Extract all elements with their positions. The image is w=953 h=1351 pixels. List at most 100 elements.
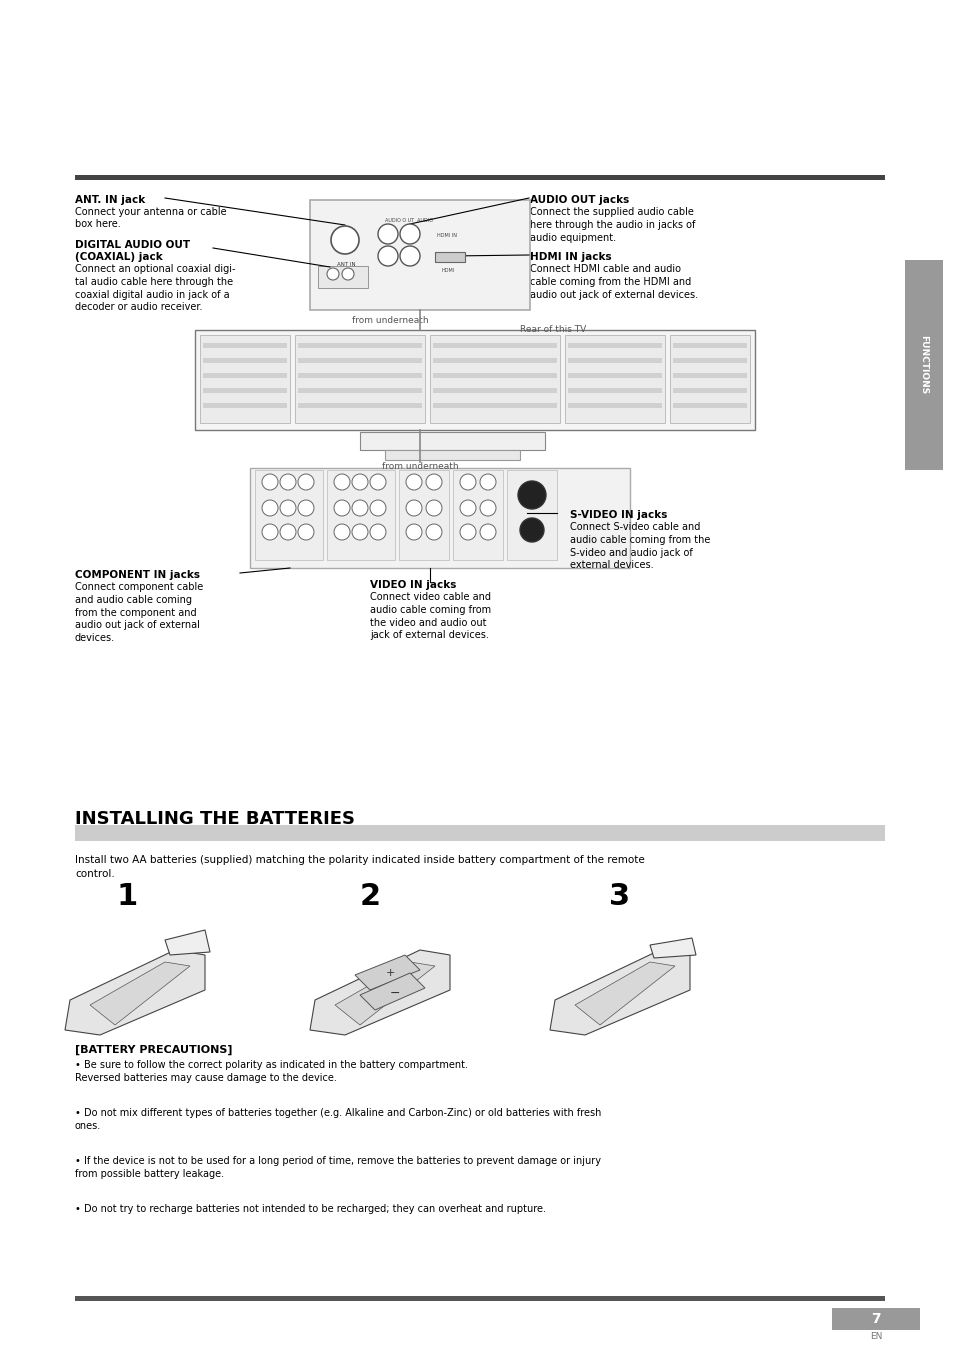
Text: Connect your antenna or cable
box here.: Connect your antenna or cable box here. xyxy=(75,207,227,230)
Bar xyxy=(250,467,629,567)
Circle shape xyxy=(331,226,358,254)
Bar xyxy=(567,358,661,363)
Text: 1: 1 xyxy=(116,882,137,911)
Circle shape xyxy=(479,524,496,540)
Bar xyxy=(672,403,746,408)
Text: COMPONENT2: COMPONENT2 xyxy=(272,554,306,559)
Bar xyxy=(297,373,421,378)
Circle shape xyxy=(352,500,368,516)
Circle shape xyxy=(370,524,386,540)
Text: 7: 7 xyxy=(870,1312,880,1325)
Circle shape xyxy=(341,267,354,280)
Bar xyxy=(327,470,395,561)
Circle shape xyxy=(297,474,314,490)
Bar xyxy=(203,373,287,378)
Circle shape xyxy=(280,500,295,516)
Circle shape xyxy=(406,500,421,516)
Text: • Do not mix different types of batteries together (e.g. Alkaline and Carbon-Zin: • Do not mix different types of batterie… xyxy=(75,1108,600,1131)
Text: [BATTERY PRECAUTIONS]: [BATTERY PRECAUTIONS] xyxy=(75,1046,233,1055)
Bar xyxy=(194,330,754,430)
Circle shape xyxy=(297,500,314,516)
Text: COMPONENT IN jacks: COMPONENT IN jacks xyxy=(75,570,200,580)
Bar xyxy=(672,388,746,393)
Circle shape xyxy=(297,524,314,540)
Text: Connect video cable and
audio cable coming from
the video and audio out
jack of : Connect video cable and audio cable comi… xyxy=(370,592,491,640)
Circle shape xyxy=(334,524,350,540)
Text: EN: EN xyxy=(869,1332,882,1342)
Bar xyxy=(398,470,449,561)
Circle shape xyxy=(334,474,350,490)
Bar xyxy=(200,335,290,423)
Bar xyxy=(672,373,746,378)
Bar xyxy=(297,388,421,393)
Circle shape xyxy=(459,524,476,540)
Circle shape xyxy=(370,474,386,490)
Bar xyxy=(672,358,746,363)
Polygon shape xyxy=(90,962,190,1025)
Text: DIGITAL AUDIO OUT
(COAXIAL) jack: DIGITAL AUDIO OUT (COAXIAL) jack xyxy=(75,240,190,262)
Bar xyxy=(385,450,519,459)
Bar xyxy=(567,343,661,349)
Bar xyxy=(75,825,884,842)
Circle shape xyxy=(352,524,368,540)
Circle shape xyxy=(262,500,277,516)
Circle shape xyxy=(280,524,295,540)
Circle shape xyxy=(280,474,295,490)
Bar xyxy=(430,335,559,423)
Text: Connect component cable
and audio cable coming
from the component and
audio out : Connect component cable and audio cable … xyxy=(75,582,203,643)
Text: • Be sure to follow the correct polarity as indicated in the battery compartment: • Be sure to follow the correct polarity… xyxy=(75,1061,468,1084)
Circle shape xyxy=(377,224,397,245)
Bar xyxy=(672,343,746,349)
Polygon shape xyxy=(649,938,696,958)
Text: 3: 3 xyxy=(609,882,630,911)
Text: VIDEO1: VIDEO1 xyxy=(468,554,487,559)
Text: FUNCTIONS: FUNCTIONS xyxy=(919,335,927,394)
Circle shape xyxy=(459,474,476,490)
Text: AUDIO O UT  AUDIO: AUDIO O UT AUDIO xyxy=(385,218,433,223)
Text: −: − xyxy=(390,986,400,1000)
Text: S-VIDEO2: S-VIDEO2 xyxy=(519,554,543,559)
Circle shape xyxy=(459,500,476,516)
Text: ANT. IN jack: ANT. IN jack xyxy=(75,195,145,205)
Polygon shape xyxy=(165,929,210,955)
Circle shape xyxy=(406,524,421,540)
Circle shape xyxy=(370,500,386,516)
Bar xyxy=(567,373,661,378)
Polygon shape xyxy=(335,962,435,1025)
Bar xyxy=(254,470,323,561)
Polygon shape xyxy=(359,973,424,1011)
Bar xyxy=(669,335,749,423)
Bar xyxy=(433,343,557,349)
Text: ANT IN: ANT IN xyxy=(336,262,355,267)
Text: Connect S-video cable and
audio cable coming from the
S-video and audio jack of
: Connect S-video cable and audio cable co… xyxy=(569,521,710,570)
Text: from underneath: from underneath xyxy=(352,316,428,326)
Bar xyxy=(203,403,287,408)
Circle shape xyxy=(519,517,543,542)
Text: S-VIDEO IN jacks: S-VIDEO IN jacks xyxy=(569,509,667,520)
Bar xyxy=(297,403,421,408)
Circle shape xyxy=(426,524,441,540)
Bar xyxy=(310,200,530,309)
Circle shape xyxy=(262,474,277,490)
Bar xyxy=(297,343,421,349)
Bar xyxy=(433,373,557,378)
Polygon shape xyxy=(310,950,450,1035)
Circle shape xyxy=(334,500,350,516)
Polygon shape xyxy=(65,950,205,1035)
Bar xyxy=(433,403,557,408)
Bar xyxy=(567,403,661,408)
Text: HDMI IN: HDMI IN xyxy=(436,232,456,238)
Text: HDMI IN jacks: HDMI IN jacks xyxy=(530,253,611,262)
Bar xyxy=(203,343,287,349)
Bar xyxy=(75,1296,884,1301)
Circle shape xyxy=(479,500,496,516)
Text: HDMI: HDMI xyxy=(441,267,455,273)
Text: VIDEO2: VIDEO2 xyxy=(415,554,433,559)
Bar xyxy=(294,335,424,423)
Circle shape xyxy=(327,267,338,280)
Text: AUDIO OUT jacks: AUDIO OUT jacks xyxy=(530,195,629,205)
Bar xyxy=(203,388,287,393)
Bar xyxy=(567,388,661,393)
Text: DIGITAL
AUDIO OUT
(COAXIAL): DIGITAL AUDIO OUT (COAXIAL) xyxy=(319,267,347,285)
Polygon shape xyxy=(550,950,689,1035)
